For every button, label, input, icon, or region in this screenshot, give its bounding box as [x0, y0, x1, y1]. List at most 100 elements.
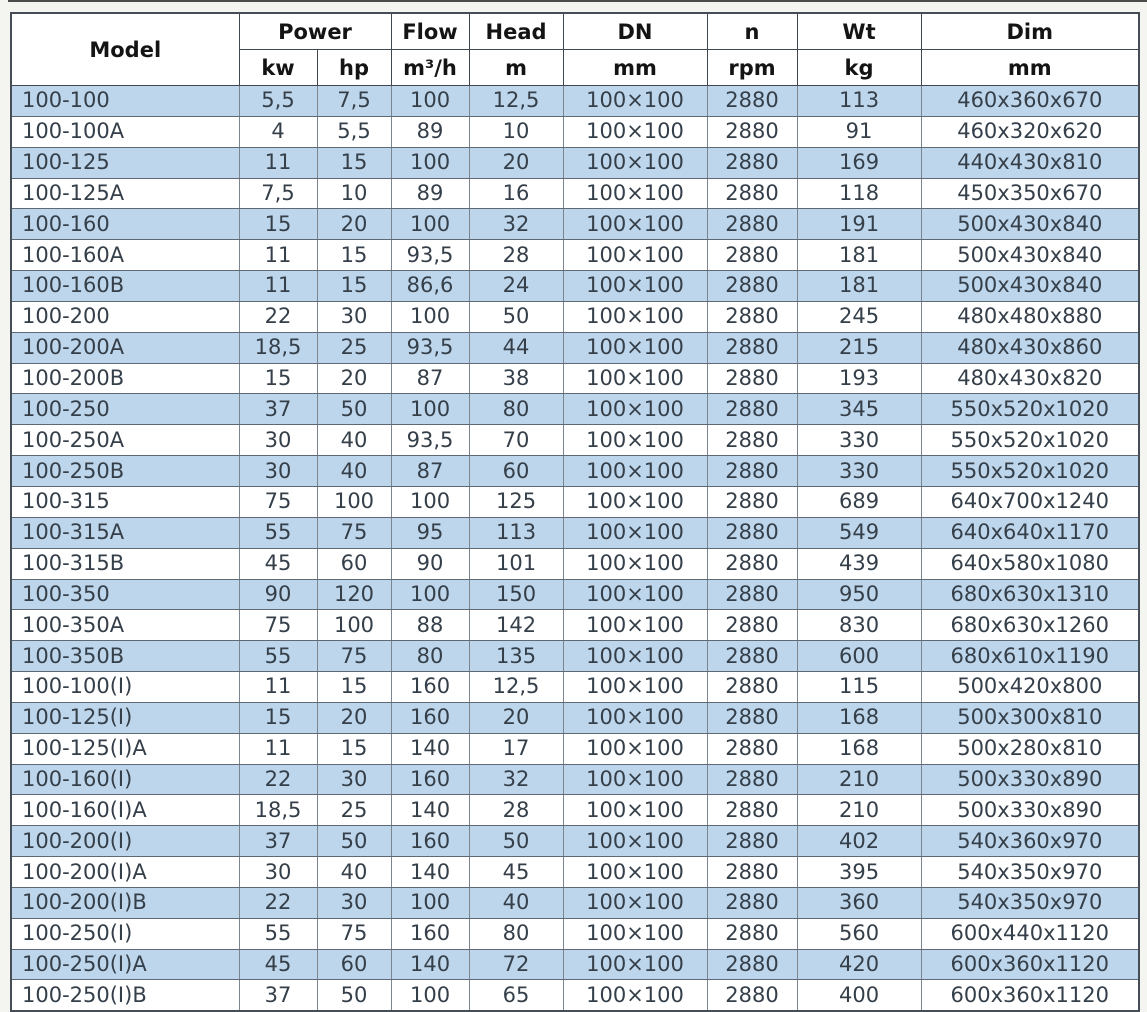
cell-head: 12,5 [468, 85, 564, 117]
cell-dn: 100×100 [562, 640, 708, 673]
unit-header-flow: m³/h [390, 49, 470, 86]
cell-power-kw: 15 [238, 362, 318, 395]
cell-speed: 2880 [706, 578, 798, 611]
cell-power-hp: 15 [316, 270, 392, 302]
cell-dn: 100×100 [562, 763, 708, 796]
cell-speed: 2880 [706, 516, 798, 549]
cell-dn: 100×100 [562, 270, 708, 302]
cell-power-hp: 20 [316, 208, 392, 241]
cell-power-hp: 100 [316, 609, 392, 642]
cell-model: 100-315A [10, 516, 240, 549]
unit-header-head: m [468, 49, 564, 86]
table-row: 100-250B 30 40 87 60 100×100 2880 330 550x520x10… [10, 455, 1140, 487]
cell-dim: 640x580x1080 [920, 547, 1140, 580]
cell-power-hp: 15 [316, 239, 392, 272]
cell-model: 100-160B [10, 270, 240, 302]
cell-weight: 439 [796, 547, 922, 580]
table-row: 100-160(I)A 18,5 25 140 28 100×100 2880 210 500x… [10, 794, 1140, 827]
cell-weight: 560 [796, 917, 922, 950]
cell-weight: 118 [796, 177, 922, 210]
cell-model: 100-200(I) [10, 825, 240, 858]
cell-dn: 100×100 [562, 609, 708, 642]
cell-dim: 480x430x820 [920, 362, 1140, 395]
cell-model: 100-125 [10, 146, 240, 179]
cell-head: 65 [468, 979, 564, 1012]
cell-dim: 460x320x620 [920, 115, 1140, 148]
cell-model: 100-125(I)A [10, 732, 240, 765]
cell-power-hp: 75 [316, 917, 392, 950]
cell-model: 100-315 [10, 485, 240, 518]
cell-dn: 100×100 [562, 516, 708, 549]
cell-flow: 100 [390, 146, 470, 179]
cell-dn: 100×100 [562, 732, 708, 765]
cell-dn: 100×100 [562, 85, 708, 117]
cell-weight: 168 [796, 701, 922, 734]
cell-flow: 140 [390, 856, 470, 888]
cell-flow: 160 [390, 671, 470, 703]
cell-weight: 345 [796, 393, 922, 426]
col-header-model: Model [10, 12, 240, 86]
table-row: 100-250A 30 40 93,5 70 100×100 2880 330 550x520x… [10, 424, 1140, 457]
cell-model: 100-200(I)B [10, 886, 240, 919]
cell-power-hp: 10 [316, 177, 392, 210]
cell-flow: 100 [390, 979, 470, 1012]
cell-head: 12,5 [468, 671, 564, 703]
cell-dn: 100×100 [562, 547, 708, 580]
cell-power-kw: 55 [238, 516, 318, 549]
cell-weight: 950 [796, 578, 922, 611]
cell-dim: 480x480x880 [920, 300, 1140, 333]
table-row: 100-160A 11 15 93,5 28 100×100 2880 181 500x430x… [10, 239, 1140, 272]
cell-dn: 100×100 [562, 362, 708, 395]
cell-power-kw: 4 [238, 115, 318, 148]
table-header: Model Power Flow Head DN n Wt Dim kw hp … [10, 12, 1140, 86]
cell-speed: 2880 [706, 208, 798, 241]
cell-speed: 2880 [706, 177, 798, 210]
col-header-weight: Wt [796, 12, 922, 50]
cell-model: 100-100 [10, 85, 240, 117]
cell-dim: 500x420x800 [920, 671, 1140, 703]
cell-dim: 680x610x1190 [920, 640, 1140, 673]
cell-power-kw: 11 [238, 270, 318, 302]
cell-dim: 680x630x1310 [920, 578, 1140, 611]
cell-speed: 2880 [706, 701, 798, 734]
cell-power-hp: 75 [316, 640, 392, 673]
cell-model: 100-200B [10, 362, 240, 395]
col-header-head: Head [468, 12, 564, 50]
cell-power-hp: 40 [316, 455, 392, 487]
cell-power-hp: 120 [316, 578, 392, 611]
cell-weight: 113 [796, 85, 922, 117]
cell-dn: 100×100 [562, 177, 708, 210]
cell-power-kw: 75 [238, 609, 318, 642]
cell-dn: 100×100 [562, 701, 708, 734]
cell-dn: 100×100 [562, 424, 708, 457]
cell-model: 100-200 [10, 300, 240, 333]
cell-power-kw: 11 [238, 146, 318, 179]
cell-speed: 2880 [706, 300, 798, 333]
cell-dim: 680x630x1260 [920, 609, 1140, 642]
col-header-speed: n [706, 12, 798, 50]
cell-head: 44 [468, 331, 564, 364]
cell-head: 101 [468, 547, 564, 580]
cell-flow: 100 [390, 485, 470, 518]
cell-power-hp: 30 [316, 763, 392, 796]
cell-dim: 540x350x970 [920, 886, 1140, 919]
cell-head: 70 [468, 424, 564, 457]
cell-flow: 89 [390, 115, 470, 148]
cell-flow: 87 [390, 455, 470, 487]
cell-power-hp: 40 [316, 424, 392, 457]
cell-power-kw: 55 [238, 917, 318, 950]
cell-power-hp: 60 [316, 547, 392, 580]
cell-flow: 100 [390, 393, 470, 426]
cell-power-kw: 37 [238, 979, 318, 1012]
cell-flow: 160 [390, 763, 470, 796]
cell-model: 100-315B [10, 547, 240, 580]
cell-speed: 2880 [706, 886, 798, 919]
cell-power-kw: 11 [238, 239, 318, 272]
cell-power-hp: 15 [316, 671, 392, 703]
cell-dn: 100×100 [562, 485, 708, 518]
cell-weight: 402 [796, 825, 922, 858]
cell-head: 50 [468, 300, 564, 333]
cell-power-hp: 5,5 [316, 115, 392, 148]
cell-flow: 160 [390, 701, 470, 734]
cell-weight: 181 [796, 239, 922, 272]
